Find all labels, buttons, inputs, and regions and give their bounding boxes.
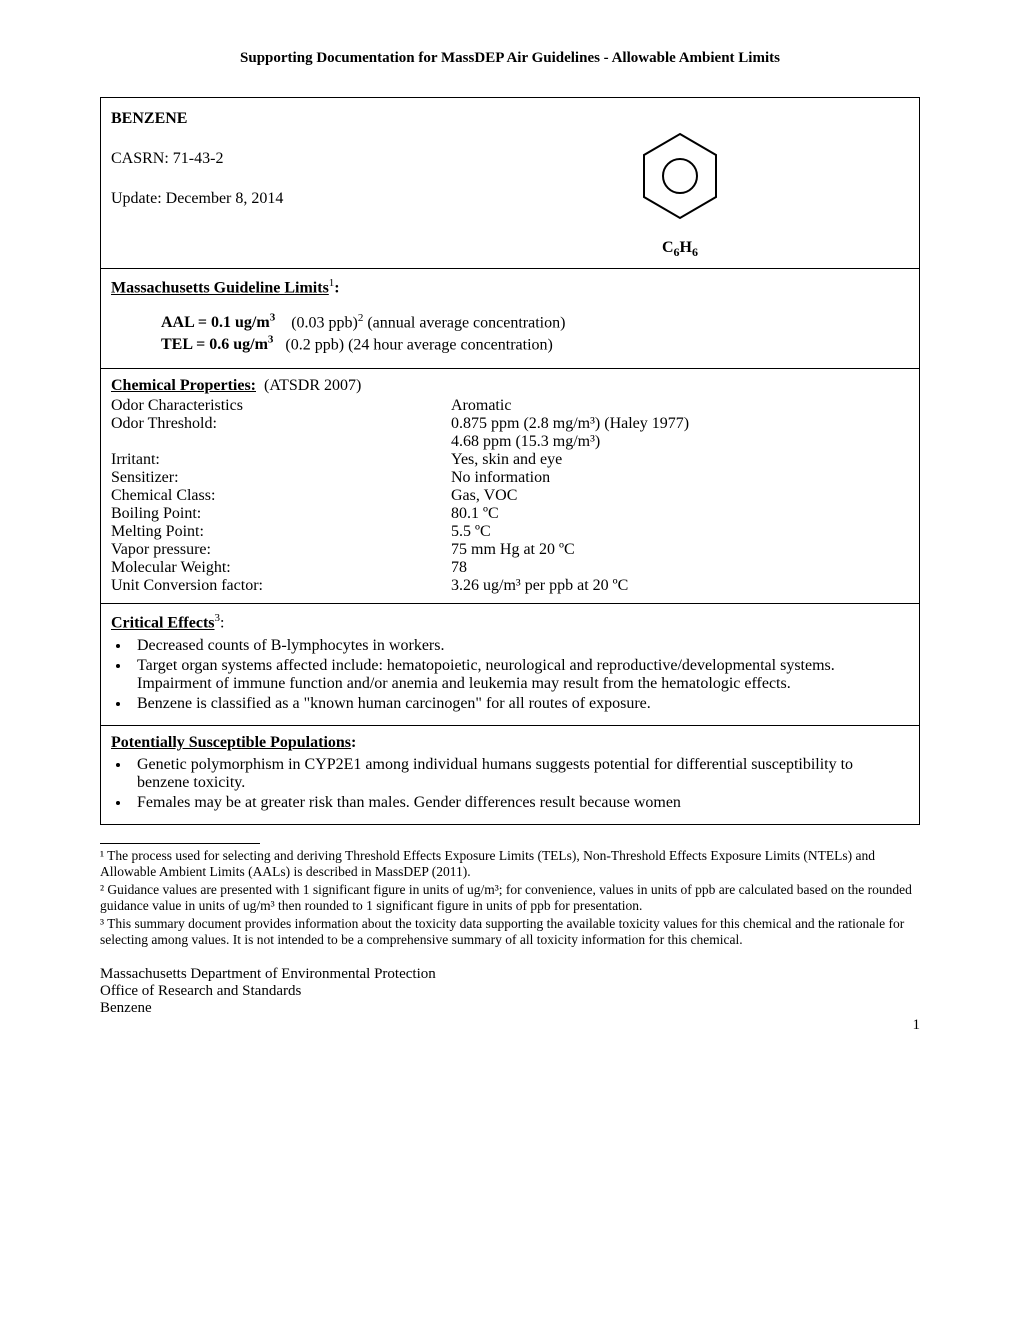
prop-value: 75 mm Hg at 20 ºC	[451, 541, 909, 559]
page-number: 1	[100, 1017, 920, 1034]
prop-row: Odor CharacteristicsAromatic	[111, 397, 909, 415]
footnote-separator	[100, 843, 260, 844]
prop-value: Gas, VOC	[451, 487, 909, 505]
hexagon-outer	[644, 134, 716, 218]
page-header: Supporting Documentation for MassDEP Air…	[100, 50, 920, 67]
list-item: Target organ systems affected include: h…	[131, 657, 909, 693]
guidelines-section: Massachusetts Guideline Limits1: AAL = 0…	[101, 269, 919, 369]
guideline-values: AAL = 0.1 ug/m3 (0.03 ppb)2 (annual aver…	[161, 312, 909, 355]
critical-effects-section: Critical Effects3: Decreased counts of B…	[101, 604, 919, 725]
identity-left: BENZENE CASRN: 71-43-2 Update: December …	[111, 106, 451, 260]
prop-row: Vapor pressure:75 mm Hg at 20 ºC	[111, 541, 909, 559]
main-document-box: BENZENE CASRN: 71-43-2 Update: December …	[100, 97, 920, 825]
update-date: Update: December 8, 2014	[111, 190, 451, 208]
prop-row: Boiling Point:80.1 ºC	[111, 505, 909, 523]
prop-label: Odor Characteristics	[111, 397, 451, 415]
prop-label: Melting Point:	[111, 523, 451, 541]
properties-source: (ATSDR 2007)	[264, 377, 361, 394]
prop-label	[111, 433, 451, 451]
hexagon-inner-circle	[663, 159, 697, 193]
tel-line: TEL = 0.6 ug/m3 (0.2 ppb) (24 hour avera…	[161, 334, 909, 354]
prop-label: Unit Conversion factor:	[111, 577, 451, 595]
critical-effects-list: Decreased counts of B-lymphocytes in wor…	[131, 637, 909, 713]
properties-section: Chemical Properties: (ATSDR 2007) Odor C…	[101, 369, 919, 604]
prop-row: 4.68 ppm (15.3 mg/m³)	[111, 433, 909, 451]
prop-value: 80.1 ºC	[451, 505, 909, 523]
footnote-1: ¹ The process used for selecting and der…	[100, 848, 920, 880]
identity-section: BENZENE CASRN: 71-43-2 Update: December …	[101, 98, 919, 269]
guidelines-heading: Massachusetts Guideline Limits	[111, 280, 329, 297]
prop-label: Boiling Point:	[111, 505, 451, 523]
prop-value: Aromatic	[451, 397, 909, 415]
list-item: Decreased counts of B-lymphocytes in wor…	[131, 637, 909, 655]
aal-line: AAL = 0.1 ug/m3 (0.03 ppb)2 (annual aver…	[161, 312, 909, 332]
prop-row: Unit Conversion factor:3.26 ug/m³ per pp…	[111, 577, 909, 595]
prop-row: Irritant:Yes, skin and eye	[111, 451, 909, 469]
properties-table: Odor CharacteristicsAromatic Odor Thresh…	[111, 397, 909, 595]
properties-heading: Chemical Properties:	[111, 377, 256, 394]
susceptible-heading: Potentially Susceptible Populations	[111, 734, 351, 751]
critical-effects-heading: Critical Effects	[111, 615, 215, 632]
identity-right: C6H6	[451, 106, 909, 260]
benzene-structure-icon	[451, 126, 909, 231]
footnote-2: ² Guidance values are presented with 1 s…	[100, 882, 920, 914]
prop-label: Chemical Class:	[111, 487, 451, 505]
prop-row: Melting Point:5.5 ºC	[111, 523, 909, 541]
prop-row: Chemical Class:Gas, VOC	[111, 487, 909, 505]
footnote-3: ³ This summary document provides informa…	[100, 916, 920, 948]
prop-row: Molecular Weight:78	[111, 559, 909, 577]
prop-value: 4.68 ppm (15.3 mg/m³)	[451, 433, 909, 451]
prop-label: Molecular Weight:	[111, 559, 451, 577]
list-item: Genetic polymorphism in CYP2E1 among ind…	[131, 756, 909, 792]
prop-row: Sensitizer:No information	[111, 469, 909, 487]
footer-line-3: Benzene	[100, 1000, 920, 1017]
list-item: Females may be at greater risk than male…	[131, 794, 909, 812]
prop-value: 3.26 ug/m³ per ppb at 20 ºC	[451, 577, 909, 595]
list-item: Benzene is classified as a "known human …	[131, 695, 909, 713]
prop-label: Odor Threshold:	[111, 415, 451, 433]
susceptible-list: Genetic polymorphism in CYP2E1 among ind…	[131, 756, 909, 812]
casrn: CASRN: 71-43-2	[111, 150, 451, 168]
page-footer: Massachusetts Department of Environmenta…	[100, 966, 920, 1017]
footer-line-1: Massachusetts Department of Environmenta…	[100, 966, 920, 983]
prop-label: Sensitizer:	[111, 469, 451, 487]
molecular-formula: C6H6	[451, 239, 909, 260]
prop-value: Yes, skin and eye	[451, 451, 909, 469]
prop-label: Vapor pressure:	[111, 541, 451, 559]
prop-row: Odor Threshold:0.875 ppm (2.8 mg/m³) (Ha…	[111, 415, 909, 433]
prop-value: 0.875 ppm (2.8 mg/m³) (Haley 1977)	[451, 415, 909, 433]
prop-value: 5.5 ºC	[451, 523, 909, 541]
susceptible-section: Potentially Susceptible Populations: Gen…	[101, 726, 919, 824]
chemical-name: BENZENE	[111, 110, 451, 128]
prop-label: Irritant:	[111, 451, 451, 469]
prop-value: No information	[451, 469, 909, 487]
footer-line-2: Office of Research and Standards	[100, 983, 920, 1000]
prop-value: 78	[451, 559, 909, 577]
footnotes: ¹ The process used for selecting and der…	[100, 848, 920, 948]
footnote-ref-3: 3	[215, 612, 221, 624]
